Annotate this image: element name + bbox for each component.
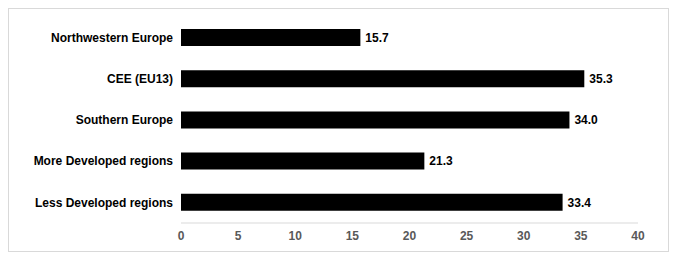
svg-text:35: 35 xyxy=(574,229,588,243)
svg-text:Less Developed regions: Less Developed regions xyxy=(35,196,173,210)
svg-text:Southern Europe: Southern Europe xyxy=(76,113,174,127)
svg-text:More Developed regions: More Developed regions xyxy=(34,154,174,168)
svg-text:15: 15 xyxy=(346,229,360,243)
svg-text:33.4: 33.4 xyxy=(568,196,592,210)
svg-text:25: 25 xyxy=(460,229,474,243)
svg-text:CEE (EU13): CEE (EU13) xyxy=(107,72,173,86)
svg-text:34.0: 34.0 xyxy=(574,113,598,127)
svg-text:40: 40 xyxy=(631,229,645,243)
svg-text:5: 5 xyxy=(235,229,242,243)
svg-text:15.7: 15.7 xyxy=(365,31,389,45)
svg-text:20: 20 xyxy=(403,229,417,243)
svg-text:10: 10 xyxy=(289,229,303,243)
svg-text:0: 0 xyxy=(178,229,185,243)
svg-text:21.3: 21.3 xyxy=(429,154,453,168)
svg-text:Northwestern Europe: Northwestern Europe xyxy=(51,31,173,45)
svg-text:35.3: 35.3 xyxy=(589,72,613,86)
svg-text:30: 30 xyxy=(517,229,531,243)
